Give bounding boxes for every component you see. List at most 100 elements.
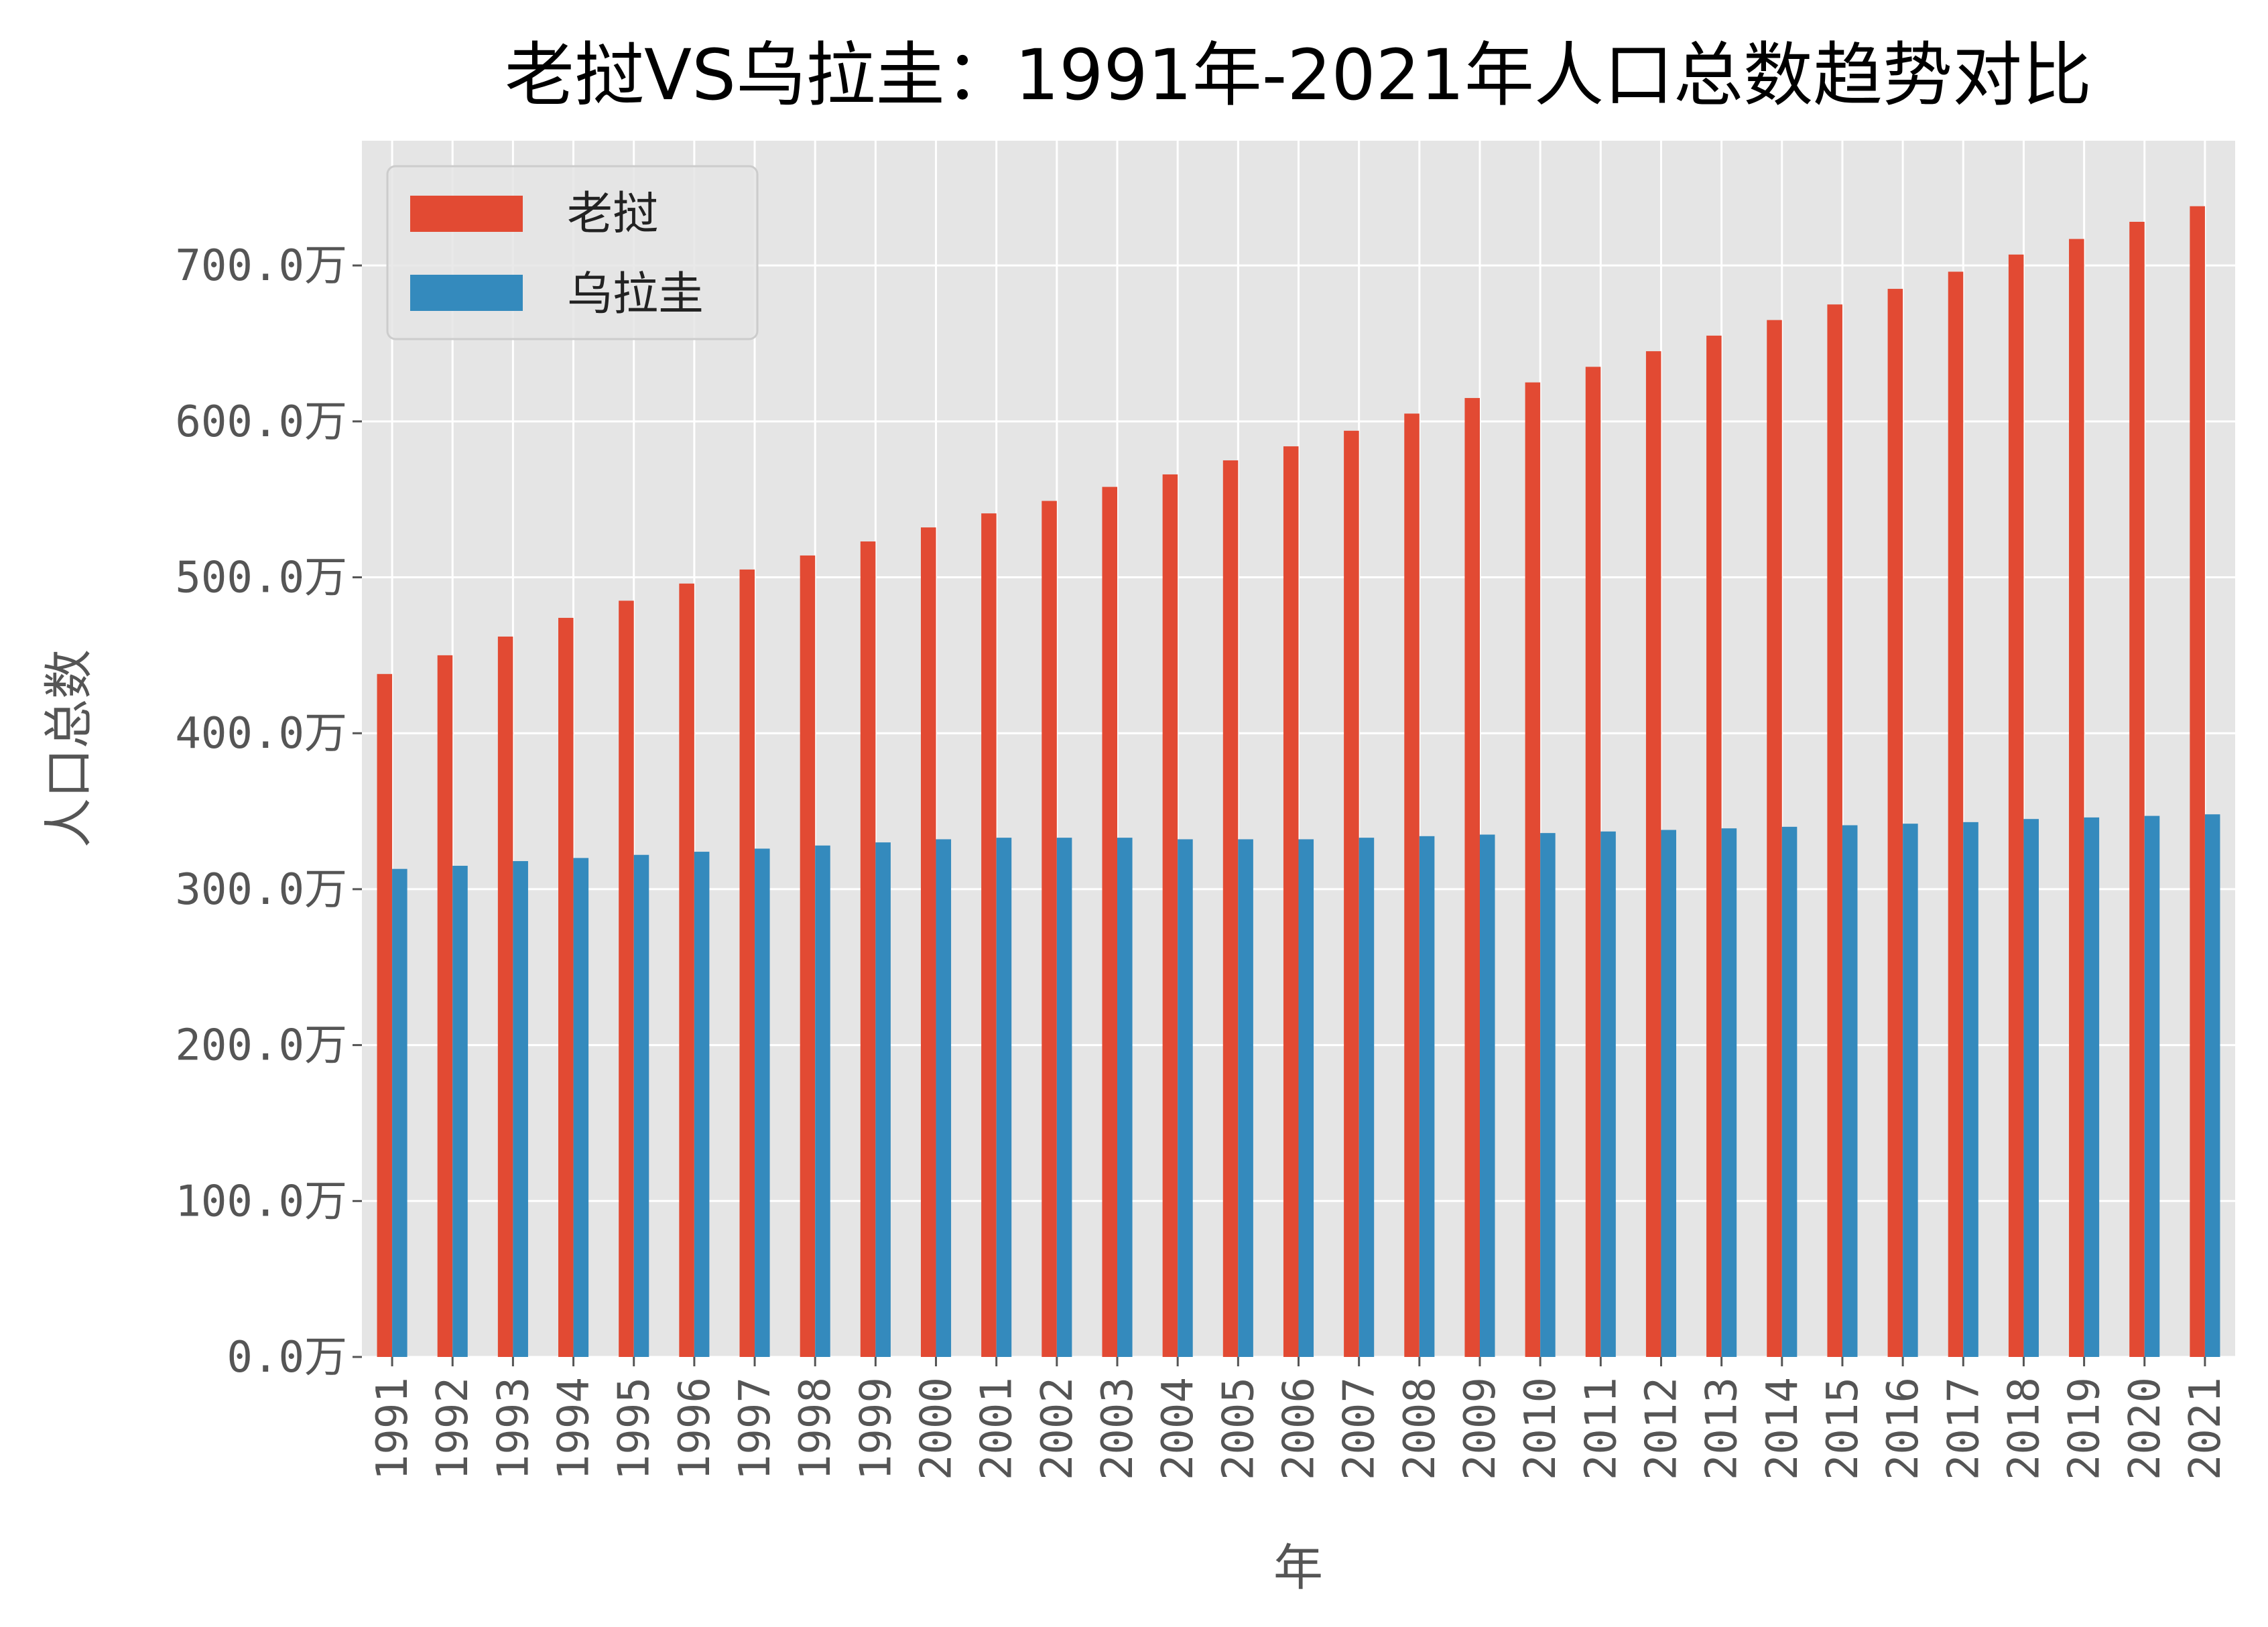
- bar-uruguay: [875, 842, 891, 1357]
- y-tick-label: 400.0万: [175, 709, 347, 759]
- bar-uruguay: [694, 852, 710, 1357]
- bar-laos: [1525, 382, 1541, 1357]
- bar-laos: [1887, 289, 1903, 1358]
- bar-uruguay: [1117, 838, 1133, 1357]
- bar-uruguay: [2084, 817, 2100, 1357]
- bar-laos: [1283, 446, 1299, 1357]
- y-axis-ticks: 0.0万 100.0万 200.0万 300.0万 400.0万 500.0万 600.0万…: [175, 241, 362, 1382]
- bar-uruguay: [1540, 833, 1556, 1357]
- bar-uruguay: [392, 868, 407, 1357]
- bar-laos: [800, 555, 816, 1357]
- bar-laos: [437, 655, 453, 1357]
- x-tick-label: 1994: [550, 1377, 599, 1480]
- x-tick-label: 2017: [1939, 1377, 1989, 1480]
- bar-laos: [558, 618, 574, 1357]
- x-tick-label: 1992: [428, 1377, 478, 1480]
- x-axis-label: 年: [1273, 1539, 1323, 1597]
- x-tick-label: 2006: [1275, 1377, 1324, 1480]
- bar-laos: [1404, 413, 1420, 1357]
- x-tick-label: 2002: [1033, 1377, 1082, 1480]
- bar-laos: [920, 527, 936, 1357]
- bar-uruguay: [1178, 839, 1193, 1357]
- bar-uruguay: [1238, 839, 1253, 1357]
- bar-uruguay: [2023, 819, 2039, 1357]
- bar-laos: [1162, 474, 1178, 1357]
- bar-uruguay: [936, 839, 952, 1357]
- bar-laos: [1042, 501, 1057, 1357]
- y-tick-label: 500.0万: [175, 554, 347, 603]
- bar-laos: [1645, 351, 1661, 1357]
- legend-label-laos: 老挝: [567, 188, 658, 241]
- bar-uruguay: [2204, 814, 2220, 1357]
- y-tick-label: 200.0万: [175, 1021, 347, 1071]
- x-tick-label: 1997: [731, 1377, 780, 1480]
- x-tick-label: 2004: [1153, 1377, 1203, 1480]
- bar-uruguay: [1781, 826, 1798, 1357]
- x-tick-label: 2012: [1637, 1377, 1686, 1480]
- x-tick-label: 2001: [972, 1377, 1022, 1480]
- bar-laos: [619, 600, 634, 1357]
- bar-laos: [679, 583, 694, 1357]
- x-tick-label: 2008: [1395, 1377, 1445, 1480]
- bar-uruguay: [1056, 838, 1072, 1357]
- x-tick-label: 2010: [1516, 1377, 1566, 1480]
- bar-laos: [497, 636, 513, 1357]
- legend-label-uruguay: 乌拉圭: [567, 268, 704, 321]
- bar-uruguay: [1721, 828, 1737, 1357]
- bar-uruguay: [815, 845, 830, 1357]
- bar-laos: [2069, 239, 2084, 1357]
- bar-uruguay: [1963, 822, 1978, 1357]
- bar-laos: [1464, 397, 1480, 1357]
- x-tick-label: 1995: [610, 1377, 659, 1480]
- x-tick-label: 2013: [1698, 1377, 1747, 1480]
- x-axis-ticks: 1991 1992 1993 1994 1995 1996 1997 1998 1999 2000…: [368, 1357, 2230, 1480]
- x-tick-label: 2015: [1818, 1377, 1868, 1480]
- bar-uruguay: [452, 866, 468, 1357]
- x-tick-label: 2005: [1214, 1377, 1263, 1480]
- x-tick-label: 2016: [1879, 1377, 1928, 1480]
- x-tick-label: 2014: [1758, 1377, 1808, 1480]
- bar-uruguay: [996, 838, 1012, 1357]
- bars: [377, 206, 2220, 1358]
- x-tick-label: 1998: [791, 1377, 840, 1480]
- bar-laos: [2008, 254, 2024, 1358]
- bar-uruguay: [1903, 824, 1918, 1357]
- x-tick-label: 1991: [368, 1377, 418, 1480]
- bar-laos: [981, 513, 997, 1357]
- bar-uruguay: [1661, 830, 1677, 1357]
- bar-laos: [1585, 367, 1601, 1358]
- x-tick-label: 1999: [851, 1377, 901, 1480]
- x-tick-label: 2020: [2121, 1377, 2170, 1480]
- chart-title: 老挝VS乌拉圭：1991年-2021年人口总数趋势对比: [505, 34, 2092, 116]
- y-tick-label: 0.0万: [227, 1333, 347, 1382]
- y-axis-label: 人口总数: [40, 649, 98, 848]
- bar-uruguay: [1419, 836, 1435, 1357]
- x-tick-label: 2011: [1576, 1377, 1626, 1480]
- legend-swatch-laos: [410, 196, 523, 232]
- bar-laos: [1948, 271, 1964, 1357]
- y-tick-label: 600.0万: [175, 397, 347, 447]
- bar-uruguay: [1359, 838, 1375, 1357]
- bar-laos: [377, 673, 393, 1357]
- x-tick-label: 2007: [1335, 1377, 1385, 1480]
- bar-uruguay: [1298, 839, 1314, 1357]
- bar-laos: [1222, 460, 1239, 1357]
- x-tick-label: 2009: [1456, 1377, 1505, 1480]
- x-tick-label: 2021: [2181, 1377, 2230, 1480]
- y-tick-label: 300.0万: [175, 865, 347, 915]
- bar-laos: [1827, 304, 1842, 1358]
- bar-laos: [860, 541, 876, 1357]
- bar-uruguay: [513, 861, 528, 1357]
- legend: 老挝 乌拉圭: [386, 165, 759, 340]
- bar-uruguay: [1479, 834, 1495, 1357]
- x-tick-label: 1996: [670, 1377, 720, 1480]
- bar-laos: [2190, 206, 2205, 1358]
- x-tick-label: 2003: [1093, 1377, 1143, 1480]
- bar-uruguay: [2144, 816, 2160, 1357]
- bar-laos: [739, 569, 755, 1358]
- bar-laos: [1706, 335, 1722, 1358]
- bar-uruguay: [1842, 825, 1858, 1357]
- bar-uruguay: [633, 854, 649, 1357]
- bar-uruguay: [1600, 831, 1616, 1357]
